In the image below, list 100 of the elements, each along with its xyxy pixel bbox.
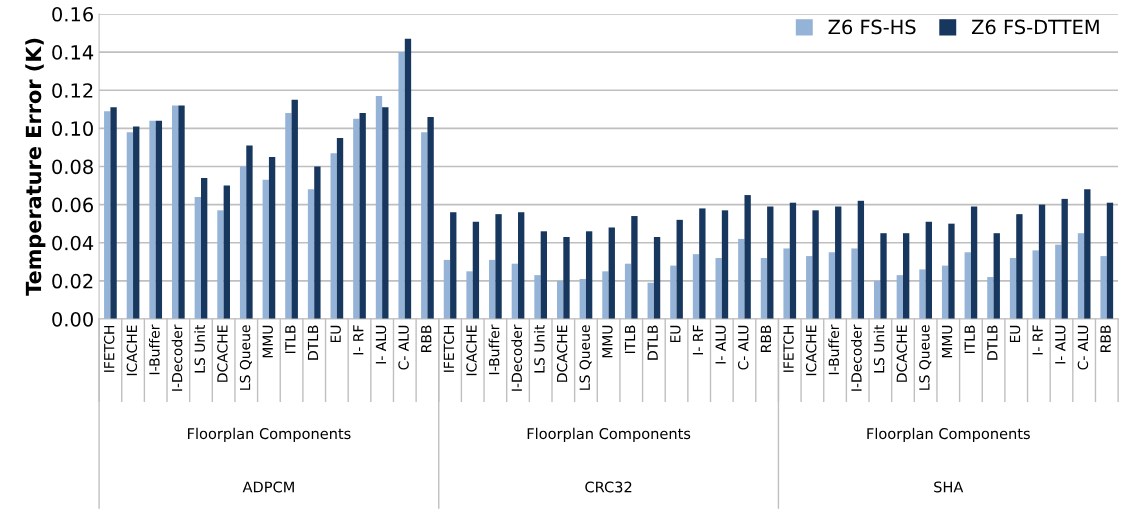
- bar: [172, 105, 179, 319]
- bar: [336, 137, 344, 319]
- bar: [676, 219, 683, 319]
- x-tick-label: I- ALU: [375, 325, 387, 364]
- bar: [699, 208, 706, 319]
- bar: [806, 256, 813, 319]
- text: ADPCM: [242, 481, 294, 493]
- bar: [783, 248, 790, 319]
- bar: [518, 212, 525, 319]
- y-tick-label: 0.12: [52, 83, 93, 98]
- x-tick-label: C- ALU: [738, 325, 749, 370]
- bar: [941, 265, 949, 319]
- bar: [925, 221, 932, 319]
- x-tick-label: ITLB: [964, 325, 975, 354]
- bar: [1061, 198, 1068, 319]
- x-tick-label: I-Buffer: [488, 324, 500, 375]
- x-tick-label: I-Buffer: [148, 324, 160, 375]
- bar: [1106, 202, 1114, 319]
- x-tick-label: IFETCH: [783, 325, 794, 372]
- x-tick-label: DCACHE: [217, 325, 228, 382]
- bar: [149, 120, 156, 319]
- bar: [1084, 189, 1091, 319]
- bar: [1032, 250, 1039, 319]
- bar: [851, 248, 858, 319]
- bar: [375, 95, 383, 319]
- bar: [246, 145, 253, 319]
- bar: [902, 233, 910, 319]
- x-tick-label: ICACHE: [805, 325, 817, 376]
- y-tick-label: 0.02: [52, 273, 93, 289]
- bar: [307, 189, 315, 319]
- bar: [239, 166, 247, 319]
- x-tick-label: I-Decoder: [850, 324, 862, 391]
- bar: [194, 196, 201, 319]
- x-tick-label: RBB: [1100, 325, 1111, 352]
- x-tick-label: DCACHE: [556, 325, 568, 382]
- bar: [466, 271, 473, 319]
- bar: [450, 212, 457, 319]
- bar: [427, 116, 434, 319]
- bar: [178, 105, 185, 319]
- x-tick-label: EU: [330, 325, 341, 343]
- bar: [126, 132, 134, 319]
- bar: [1038, 204, 1046, 319]
- bar: [472, 221, 480, 319]
- x-tick-label: DTLB: [647, 325, 658, 360]
- x-tick-label: I- RF: [1032, 325, 1043, 355]
- x-tick-label: MMU: [941, 325, 953, 358]
- bar: [631, 216, 638, 319]
- bar: [421, 132, 428, 319]
- bar: [1055, 244, 1062, 319]
- bar: [1016, 214, 1023, 319]
- bar: [919, 269, 926, 319]
- bar: [1009, 257, 1017, 319]
- bar: [585, 231, 593, 319]
- x-tick-label: I- RF: [353, 325, 364, 355]
- y-tick-label: 0.14: [52, 45, 94, 60]
- bar: [556, 280, 564, 319]
- bar: [359, 113, 366, 319]
- bar: [767, 206, 774, 319]
- bar: [987, 277, 994, 319]
- y-tick-label: 0.08: [52, 159, 93, 175]
- y-axis-title: Temperature Error (K): [25, 38, 46, 296]
- bar: [715, 257, 722, 319]
- bar: [738, 238, 745, 319]
- bar: [404, 38, 412, 319]
- bar: [398, 52, 405, 319]
- bar: [880, 233, 887, 319]
- bar: [495, 214, 502, 319]
- legend-label: Z6 FS-DTTEM: [971, 19, 1099, 35]
- x-tick-label: I- RF: [692, 325, 704, 355]
- bar: [155, 120, 163, 319]
- x-tick-label: C- ALU: [1077, 325, 1089, 370]
- bar: [291, 99, 298, 319]
- bar: [353, 118, 360, 319]
- bar: [443, 259, 451, 319]
- text: CRC32: [585, 481, 632, 493]
- text: Floorplan Components: [527, 427, 691, 442]
- x-tick-label: I-Decoder: [171, 324, 183, 391]
- bar: [608, 227, 615, 319]
- bar: [200, 177, 208, 319]
- x-tick-label: C- ALU: [398, 325, 409, 370]
- bar: [970, 206, 978, 319]
- bar: [330, 153, 337, 319]
- bar: [285, 113, 292, 319]
- bar: [721, 210, 729, 319]
- bar: [511, 263, 519, 319]
- legend-label: Z6 FS-HS: [828, 19, 916, 35]
- bar: [647, 282, 654, 319]
- x-tick-label: RBB: [421, 325, 432, 352]
- bar: [670, 265, 677, 319]
- x-tick-label: EU: [1009, 325, 1021, 343]
- bar: [789, 202, 797, 319]
- y-tick-label: 0.00: [52, 311, 93, 327]
- x-tick-label: DTLB: [307, 325, 319, 360]
- x-tick-label: MMU: [602, 325, 613, 358]
- bar: [1100, 256, 1107, 319]
- y-tick-label: 0.06: [52, 197, 93, 213]
- text: SHA: [934, 481, 964, 493]
- bar: [104, 111, 111, 319]
- bar: [948, 223, 955, 319]
- bar: [540, 231, 548, 319]
